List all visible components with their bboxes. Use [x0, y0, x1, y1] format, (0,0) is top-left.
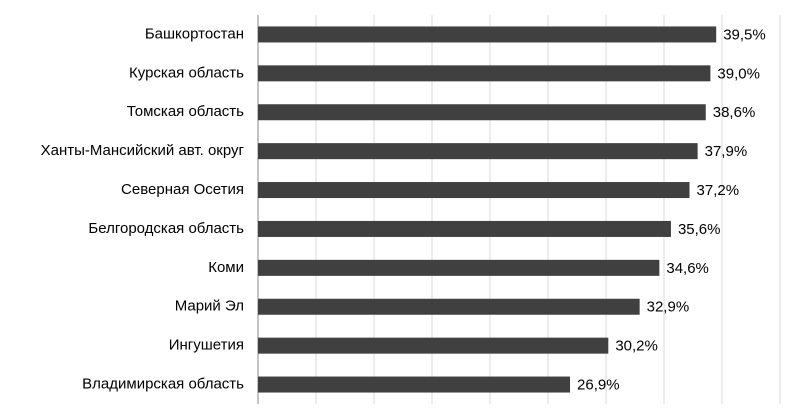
- value-label: 38,6%: [713, 104, 756, 121]
- category-label: Башкортостан: [145, 25, 244, 42]
- bar: [258, 220, 671, 237]
- category-label: Владимирская область: [82, 376, 244, 393]
- bar: [258, 337, 609, 354]
- value-label: 32,9%: [647, 299, 690, 316]
- category-label: Коми: [208, 259, 244, 276]
- value-label: 34,6%: [666, 260, 709, 277]
- value-label: 30,2%: [615, 338, 658, 355]
- value-label: 39,5%: [723, 26, 766, 43]
- category-label: Томская область: [127, 103, 244, 120]
- value-label: 35,6%: [678, 221, 721, 238]
- category-label: Ингушетия: [169, 337, 244, 354]
- value-label: 26,9%: [577, 377, 620, 394]
- bar: [258, 376, 571, 393]
- bar: [258, 182, 690, 199]
- category-label: Ханты-Мансийский авт. округ: [41, 142, 245, 159]
- category-label: Белгородская область: [88, 220, 244, 237]
- bar: [258, 26, 717, 43]
- category-label: Марий Эл: [175, 298, 244, 315]
- bar: [258, 298, 640, 315]
- bar: [258, 104, 706, 121]
- value-label: 39,0%: [717, 65, 760, 82]
- value-label: 37,2%: [697, 182, 740, 199]
- bar: [258, 65, 711, 82]
- category-label: Северная Осетия: [121, 181, 244, 198]
- value-label: 37,9%: [705, 143, 748, 160]
- bar: [258, 259, 660, 276]
- bar: [258, 143, 698, 160]
- category-label: Курская область: [129, 64, 244, 81]
